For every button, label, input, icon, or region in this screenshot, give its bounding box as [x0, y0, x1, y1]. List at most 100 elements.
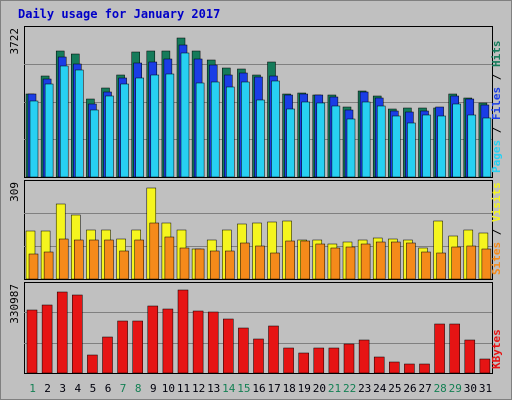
- day-tick-label: 10: [162, 382, 175, 395]
- kbytes-bar: [177, 289, 189, 374]
- kbytes-bar: [419, 363, 430, 374]
- panel-usage-max-label: 3722: [8, 28, 21, 55]
- day-tick-label: 11: [177, 382, 190, 395]
- kbytes-bar: [223, 318, 234, 374]
- sites-bar: [119, 250, 129, 280]
- day-tick-label: 3: [59, 382, 66, 395]
- day-tick-label: 17: [267, 382, 280, 395]
- kbytes-bar: [268, 325, 279, 374]
- day-tick-label: 15: [237, 382, 250, 395]
- sites-bar: [345, 246, 356, 280]
- pages-bar: [452, 103, 461, 178]
- sites-bar: [270, 252, 280, 280]
- day-tick-label: 12: [192, 382, 205, 395]
- legend-entry-hits: Hits: [490, 41, 503, 68]
- day-tick-label: 26: [403, 382, 416, 395]
- day-tick-label: 22: [343, 382, 356, 395]
- kbytes-bar: [87, 354, 98, 374]
- day-tick-label: 31: [479, 382, 492, 395]
- day-tick-label: 28: [434, 382, 447, 395]
- pages-bar: [105, 95, 114, 178]
- day-tick-label: 6: [105, 382, 112, 395]
- pages-bar: [44, 83, 54, 178]
- day-tick-label: 13: [207, 382, 220, 395]
- kbytes-bar: [464, 339, 476, 374]
- pages-bar: [316, 102, 326, 178]
- pages-bar: [346, 118, 356, 178]
- day-tick-label: 14: [222, 382, 236, 395]
- kbytes-bar: [192, 310, 204, 374]
- kbytes-bar: [117, 320, 128, 374]
- kbytes-bar: [358, 339, 370, 374]
- sites-bar: [164, 236, 175, 280]
- sites-bar: [28, 253, 39, 280]
- day-tick-label: 4: [74, 382, 81, 395]
- sites-bar: [315, 243, 326, 280]
- sites-bar: [89, 239, 99, 280]
- day-tick-label: 2: [44, 382, 51, 395]
- kbytes-bar: [207, 311, 219, 374]
- day-tick-label: 5: [90, 382, 97, 395]
- kbytes-bar: [26, 309, 38, 374]
- day-tick-label: 7: [120, 382, 127, 395]
- day-tick-label: 23: [358, 382, 371, 395]
- pages-bar: [437, 115, 446, 178]
- sites-bar: [360, 243, 371, 280]
- kbytes-bar: [102, 336, 113, 374]
- sites-bar: [421, 251, 431, 280]
- sites-bar: [481, 248, 492, 280]
- day-tick-label: 1: [29, 382, 36, 395]
- pages-bar: [59, 65, 69, 178]
- kbytes-bar: [389, 361, 400, 374]
- kbytes-bar: [373, 356, 385, 374]
- pages-bar: [90, 109, 99, 178]
- panel-visits-max-label: 309: [8, 182, 21, 202]
- kbytes-bar: [147, 305, 159, 374]
- day-tick-label: 8: [135, 382, 142, 395]
- kbytes-bar: [404, 363, 415, 374]
- pages-bar: [210, 81, 220, 178]
- sites-bar: [466, 245, 477, 280]
- legend-entry-sites: Sites: [490, 242, 503, 275]
- day-tick-label: 24: [373, 382, 387, 395]
- pages-bar: [286, 108, 295, 178]
- sites-bar: [104, 239, 114, 280]
- sites-bar: [391, 241, 401, 280]
- kbytes-bar: [434, 323, 445, 374]
- sites-bar: [330, 247, 341, 280]
- day-tick-label: 25: [388, 382, 401, 395]
- sites-bar: [375, 241, 386, 280]
- kbytes-bar: [162, 308, 174, 374]
- pages-bar: [120, 83, 129, 178]
- pages-bar: [241, 81, 250, 178]
- kbytes-bar: [72, 294, 83, 374]
- kbytes-bar: [41, 304, 53, 374]
- panel-usage-legend: Pages / Files / Hits: [490, 41, 503, 174]
- pages-bar: [180, 52, 190, 178]
- sites-bar: [194, 248, 205, 280]
- sites-bar: [285, 240, 295, 280]
- kbytes-bar: [238, 327, 249, 374]
- day-tick-label: 27: [418, 382, 431, 395]
- sites-bar: [255, 245, 265, 280]
- pages-bar: [29, 100, 39, 178]
- pages-bar: [361, 101, 371, 178]
- pages-bar: [467, 114, 477, 178]
- day-tick-label: 19: [298, 382, 311, 395]
- pages-bar: [407, 122, 416, 178]
- pages-bar: [150, 74, 160, 178]
- kbytes-bar: [328, 347, 340, 374]
- kbytes-bar: [132, 320, 143, 374]
- sites-bar: [58, 238, 69, 280]
- sites-bar: [74, 239, 84, 280]
- pages-bar: [75, 69, 84, 178]
- sites-bar: [149, 222, 160, 280]
- pages-bar: [271, 80, 280, 178]
- kbytes-bar: [343, 343, 355, 374]
- sites-bar: [179, 247, 190, 280]
- pages-bar: [195, 82, 205, 178]
- sites-bar: [436, 252, 446, 280]
- day-tick-label: 20: [313, 382, 326, 395]
- pages-bar: [392, 115, 401, 178]
- panel-visits-legend: Sites / Visits: [490, 182, 503, 275]
